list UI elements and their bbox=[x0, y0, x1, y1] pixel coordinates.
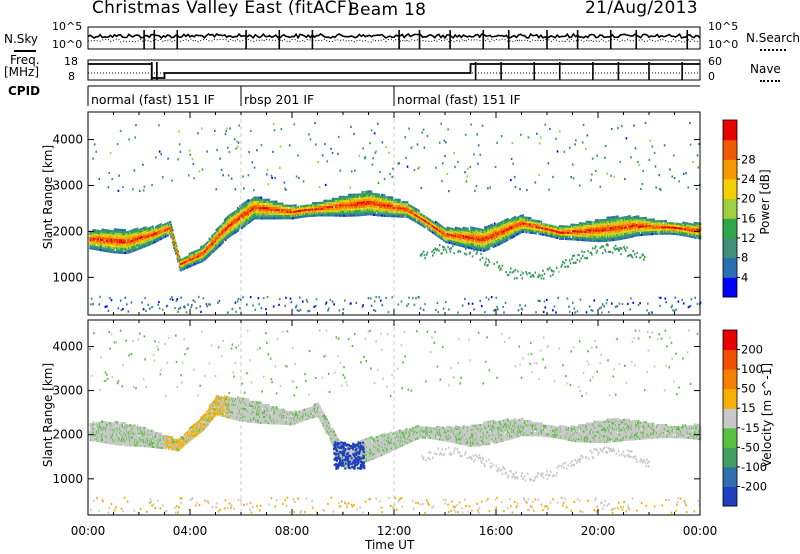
nsearch-legend-line bbox=[760, 49, 786, 51]
cpid-label: CPID bbox=[8, 84, 41, 98]
noise-panel-frame bbox=[87, 26, 701, 50]
velocity-ylabel: Slant Range [km] bbox=[41, 362, 55, 468]
colorbar-swatch-2 bbox=[723, 447, 737, 468]
colorbar-swatch-0 bbox=[723, 277, 737, 298]
noise-tick-right-low: 10^0 bbox=[708, 38, 739, 51]
ytick-label-3: 4000 bbox=[52, 133, 83, 147]
colorbar-swatch-3 bbox=[723, 427, 737, 448]
colorbar-swatch-7 bbox=[723, 349, 737, 370]
colorbar-swatch-0 bbox=[723, 486, 737, 507]
power-plot: 1000 2000 3000 4000 bbox=[52, 111, 702, 316]
colorbar-swatch-3 bbox=[723, 218, 737, 239]
nsearch-label: N.Search bbox=[746, 31, 800, 45]
freq-panel bbox=[87, 59, 701, 81]
colorbar-tick-label-1: 100 bbox=[741, 362, 763, 376]
xtick-label-0: 00:00 bbox=[71, 524, 106, 538]
velocity-colorbar: 200 100 50 15 -15 -50 -100 -200 bbox=[722, 329, 767, 507]
cpid-segment-2: normal (fast) 151 IF bbox=[397, 92, 521, 107]
ytick-label-2: 3000 bbox=[52, 384, 83, 398]
colorbar-tick-label-4: -15 bbox=[741, 421, 760, 435]
colorbar-tick-label-0: 200 bbox=[741, 343, 763, 357]
power-ylabel: Slant Range [km] bbox=[41, 144, 55, 250]
beam-label: Beam 18 bbox=[348, 0, 427, 20]
colorbar-tick-label-5: 24 bbox=[741, 172, 756, 186]
ytick-label-0: 1000 bbox=[52, 270, 83, 284]
colorbar-swatch-5 bbox=[723, 179, 737, 200]
nave-tick-high: 60 bbox=[708, 55, 722, 68]
xtick-label-3: 12:00 bbox=[377, 524, 412, 538]
nsearch-trace bbox=[87, 38, 701, 43]
colorbar-swatch-8 bbox=[723, 120, 737, 141]
ytick-label-2: 3000 bbox=[52, 178, 83, 192]
power-colorbar: 4 8 12 16 20 24 28 bbox=[722, 119, 756, 298]
colorbar-tick-label-2: 50 bbox=[741, 382, 756, 396]
colorbar-swatch-7 bbox=[723, 139, 737, 160]
colorbar-tick-label-6: -100 bbox=[741, 460, 767, 474]
colorbar-tick-label-2: 12 bbox=[741, 231, 756, 245]
ytick-label-1: 2000 bbox=[52, 224, 83, 238]
colorbar-swatch-4 bbox=[723, 198, 737, 219]
colorbar-swatch-1 bbox=[723, 257, 737, 278]
nave-tick-low: 0 bbox=[708, 70, 715, 83]
colorbar-swatch-2 bbox=[723, 238, 737, 259]
cpid-panel: normal (fast) 151 IF rbsp 201 IF normal (f… bbox=[87, 85, 700, 107]
xtick-label-2: 08:00 bbox=[275, 524, 310, 538]
noise-tick-right-high: 10^5 bbox=[708, 20, 739, 33]
cpid-segment-0: normal (fast) 151 IF bbox=[91, 92, 215, 107]
colorbar-swatch-6 bbox=[723, 159, 737, 180]
colorbar-swatch-5 bbox=[723, 388, 737, 409]
colorbar-swatch-1 bbox=[723, 466, 737, 487]
colorbar-swatch-4 bbox=[723, 408, 737, 429]
nsky-label: N.Sky bbox=[4, 32, 39, 46]
noise-tick-left-low: 10^0 bbox=[52, 38, 83, 51]
colorbar-tick-label-3: 15 bbox=[741, 401, 756, 415]
freq-trace bbox=[88, 63, 700, 79]
ytick-label-1: 2000 bbox=[52, 428, 83, 442]
colorbar-tick-label-5: -50 bbox=[741, 440, 760, 454]
noise-tick-left-high: 10^5 bbox=[52, 20, 83, 33]
date-label: 21/Aug/2013 bbox=[585, 0, 698, 18]
xtick-label-4: 16:00 bbox=[479, 524, 514, 538]
xtick-label-6: 00:00 bbox=[683, 524, 718, 538]
freq-label-line2: [MHz] bbox=[4, 65, 40, 79]
velocity-plot: 1000 2000 3000 4000 bbox=[52, 319, 702, 516]
colorbar-tick-label-1: 8 bbox=[741, 251, 748, 265]
nave-legend-line bbox=[760, 80, 780, 82]
nsky-trace bbox=[87, 32, 701, 40]
colorbar-frame bbox=[722, 119, 738, 298]
colorbar-swatch-8 bbox=[723, 330, 737, 351]
ytick-label-3: 4000 bbox=[52, 339, 83, 353]
freq-tick-high: 18 bbox=[64, 55, 78, 68]
cpid-segment-1: rbsp 201 IF bbox=[244, 92, 314, 107]
noise-panel bbox=[87, 26, 701, 50]
xtick-label-5: 20:00 bbox=[581, 524, 616, 538]
velocity-colorbar-label: Velocity [m s^-1] bbox=[760, 362, 774, 468]
station-title: Christmas Valley East (fitACF) bbox=[92, 0, 354, 18]
colorbar-frame bbox=[722, 329, 738, 507]
colorbar-tick-label-7: -200 bbox=[741, 479, 767, 493]
colorbar-tick-label-0: 4 bbox=[741, 270, 748, 284]
time-axis-label: Time UT bbox=[365, 538, 415, 552]
freq-label-line1: Freq. bbox=[10, 53, 40, 67]
colorbar-tick-label-6: 28 bbox=[741, 152, 756, 166]
freq-panel-frame bbox=[87, 59, 701, 81]
nave-label: Nave bbox=[750, 62, 781, 76]
xtick-label-1: 04:00 bbox=[173, 524, 208, 538]
time-axis: 00:00 04:00 08:00 12:00 16:00 20:00 00:00 bbox=[71, 524, 718, 538]
nsky-legend-line bbox=[14, 50, 36, 52]
colorbar-tick-label-3: 16 bbox=[741, 211, 756, 225]
ytick-label-0: 1000 bbox=[52, 472, 83, 486]
colorbar-tick-label-4: 20 bbox=[741, 192, 756, 206]
power-colorbar-label: Power [dB] bbox=[758, 169, 772, 235]
colorbar-swatch-6 bbox=[723, 369, 737, 390]
freq-tick-low: 8 bbox=[68, 70, 75, 83]
